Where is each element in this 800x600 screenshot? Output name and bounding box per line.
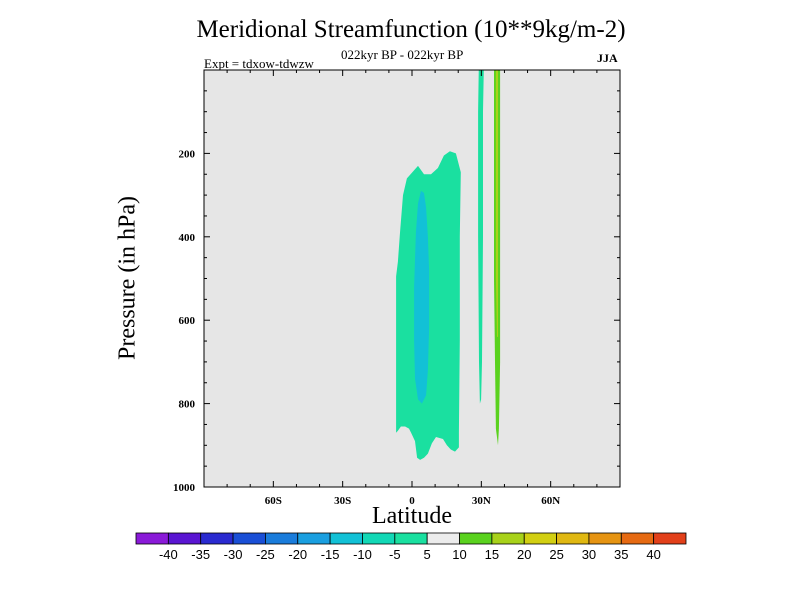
colorbar-swatch — [653, 532, 687, 545]
y-tick-label: 1000 — [173, 482, 196, 494]
colorbar: -40 -35 -30 -25 -20 -15 -10 -5 5 10 15 20 25 30 35 40 — [135, 532, 687, 562]
colorbar-level-label: -25 — [256, 547, 275, 562]
colorbar-level-label: 20 — [517, 547, 531, 562]
colorbar-swatch — [588, 532, 622, 545]
contour-region-near-30n-strip — [478, 70, 484, 404]
colorbar-swatch — [491, 532, 525, 545]
colorbar-swatch — [135, 532, 169, 545]
colorbar-level-label: -10 — [353, 547, 372, 562]
x-axis-label: Latitude — [372, 503, 452, 529]
colorbar-level-label: 10 — [452, 547, 466, 562]
x-tick-label: 30S — [334, 495, 351, 507]
colorbar-swatch — [556, 532, 590, 545]
colorbar-swatch — [459, 532, 493, 545]
colorbar-level-label: 40 — [646, 547, 660, 562]
colorbar-swatch — [329, 532, 363, 545]
colorbar-level-label: 5 — [424, 547, 431, 562]
colorbar-level-label: -15 — [321, 547, 340, 562]
colorbar-level-label: 35 — [614, 547, 628, 562]
colorbar-level-label: 15 — [485, 547, 499, 562]
colorbar-level-label: 30 — [582, 547, 596, 562]
contour-fill-group — [396, 70, 501, 460]
colorbar-swatch — [297, 532, 331, 545]
colorbar-swatch — [620, 532, 655, 545]
colorbar-swatch — [265, 532, 299, 545]
x-tick-label: 0 — [409, 495, 415, 507]
plot-frame — [203, 69, 621, 488]
x-tick-label: 60N — [541, 495, 560, 507]
experiment-label: Expt = tdxow-tdwzw — [204, 56, 314, 71]
y-tick-label: 800 — [179, 399, 196, 411]
colorbar-level-label: -35 — [191, 547, 210, 562]
contour-region-southern-cell-core — [414, 190, 430, 404]
y-tick-label: 400 — [179, 232, 196, 244]
colorbar-swatch — [200, 532, 234, 545]
colorbar-level-label: -5 — [389, 547, 401, 562]
y-tick-label: 200 — [179, 148, 196, 160]
axis-tick-labels: 60S 30S 0 30N 60N 200 400 600 800 1000 — [173, 148, 560, 507]
colorbar-swatch — [523, 532, 557, 545]
colorbar-level-label: -40 — [159, 547, 178, 562]
colorbar-swatch — [167, 532, 202, 545]
chart-title: Meridional Streamfunction (10**9kg/m-2) — [196, 16, 626, 43]
colorbar-swatch — [394, 532, 428, 545]
colorbar-swatch — [362, 532, 396, 545]
colorbar-swatch — [426, 532, 460, 545]
x-tick-label: 30N — [472, 495, 491, 507]
chart-subtitle: 022kyr BP - 022kyr BP — [341, 47, 464, 62]
y-tick-label: 600 — [179, 315, 196, 327]
contour-region-near-35n-positive-core — [495, 70, 498, 337]
colorbar-level-label: -20 — [288, 547, 307, 562]
colorbar-level-label: 25 — [549, 547, 563, 562]
colorbar-swatch — [232, 532, 266, 545]
colorbar-level-label: -30 — [224, 547, 243, 562]
x-tick-label: 60S — [265, 495, 282, 507]
season-label: JJA — [597, 51, 618, 65]
